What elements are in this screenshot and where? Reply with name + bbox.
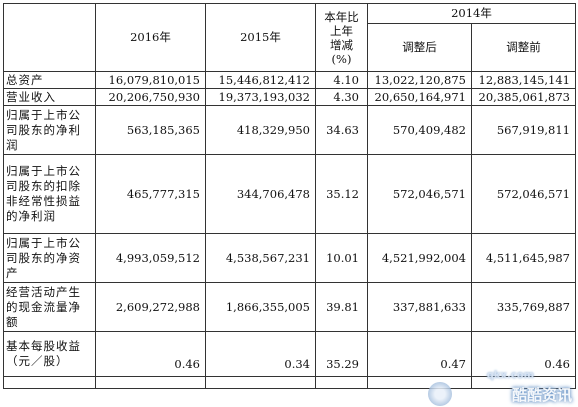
watermark-text: 酷酷资讯	[511, 386, 572, 404]
empty-cell	[471, 376, 576, 389]
value-change: 39.81	[315, 282, 368, 332]
value-2014-before: 20,385,061,873	[471, 88, 576, 106]
header-change: 本年比 上年 增减 (%)	[315, 3, 368, 72]
header-change-line-1: 本年比	[324, 9, 359, 24]
row-label: 基本每股收益（元／股）	[3, 331, 96, 377]
value-2014-after: 20,650,164,971	[367, 88, 472, 106]
header-change-line-4: (%)	[331, 51, 352, 66]
value-2014-after: 337,881,633	[367, 282, 472, 332]
row-label: 营业收入	[3, 88, 96, 106]
empty-cell	[205, 376, 316, 389]
value-2016: 4,993,059,512	[95, 233, 206, 283]
table-row: 总资产 16,079,810,015 15,446,812,412 4.10 1…	[3, 71, 576, 89]
value-change: 34.63	[315, 105, 368, 155]
header-change-line-2: 上年	[330, 23, 353, 38]
empty-cell	[95, 376, 206, 389]
row-label: 归属于上市公司股东的净资产	[3, 233, 96, 283]
value-2014-before: 12,883,145,141	[471, 71, 576, 89]
empty-cell	[315, 376, 368, 389]
value-2016: 20,206,750,930	[95, 88, 206, 106]
table-row: 归属于上市公司股东的净资产 4,993,059,512 4,538,567,23…	[3, 233, 576, 283]
value-2014-after: 4,521,992,004	[367, 233, 472, 283]
value-2015: 1,866,355,005	[205, 282, 316, 332]
value-2014-before: 335,769,887	[471, 282, 576, 332]
value-2016: 563,185,365	[95, 105, 206, 155]
value-2015: 344,706,478	[205, 154, 316, 234]
header-adjusted-before: 调整前	[471, 23, 576, 72]
header-2015: 2015年	[205, 3, 316, 72]
value-2016: 2,609,272,988	[95, 282, 206, 332]
table-row: 基本每股收益（元／股） 0.46 0.34 35.29 0.47 0.46	[3, 331, 576, 377]
value-2015: 4,538,567,231	[205, 233, 316, 283]
value-2016: 0.46	[95, 331, 206, 377]
value-2014-after: 570,409,482	[367, 105, 472, 155]
watermark-logo-icon	[428, 382, 452, 406]
header-blank	[3, 3, 96, 72]
value-2015: 418,329,950	[205, 105, 316, 155]
value-2014-after: 572,046,571	[367, 154, 472, 234]
value-change: 35.29	[315, 331, 368, 377]
value-change: 4.10	[315, 71, 368, 89]
row-label: 归属于上市公司股东的扣除非经常性损益的净利润	[3, 154, 96, 234]
header-2016: 2016年	[95, 3, 206, 72]
table-row-partial	[3, 376, 576, 389]
row-label: 归属于上市公司股东的净利润	[3, 105, 96, 155]
financial-summary-table: 2016年 2015年 本年比 上年 增减 (%) 2014年 调整后 调整前 …	[3, 3, 576, 389]
table-row: 营业收入 20,206,750,930 19,373,193,032 4.30 …	[3, 88, 576, 106]
value-2015: 19,373,193,032	[205, 88, 316, 106]
value-2016: 16,079,810,015	[95, 71, 206, 89]
empty-cell	[3, 376, 96, 389]
value-2015: 15,446,812,412	[205, 71, 316, 89]
header-2014: 2014年	[367, 3, 576, 24]
header-adjusted-after: 调整后	[367, 23, 472, 72]
value-2016: 465,777,315	[95, 154, 206, 234]
value-2014-before: 572,046,571	[471, 154, 576, 234]
header-change-line-3: 增减	[330, 37, 353, 52]
value-2014-after: 0.47	[367, 331, 472, 377]
row-label: 经营活动产生的现金流量净额	[3, 282, 96, 332]
table-row: 归属于上市公司股东的扣除非经常性损益的净利润 465,777,315 344,7…	[3, 154, 576, 234]
value-2014-before: 4,511,645,987	[471, 233, 576, 283]
value-2014-before: 567,919,811	[471, 105, 576, 155]
row-label: 总资产	[3, 71, 96, 89]
value-change: 35.12	[315, 154, 368, 234]
value-change: 4.30	[315, 88, 368, 106]
table-row: 归属于上市公司股东的净利润 563,185,365 418,329,950 34…	[3, 105, 576, 155]
empty-cell	[367, 376, 472, 389]
table-row: 经营活动产生的现金流量净额 2,609,272,988 1,866,355,00…	[3, 282, 576, 332]
value-change: 10.01	[315, 233, 368, 283]
watermark-url: qkx.com	[486, 370, 534, 381]
value-2015: 0.34	[205, 331, 316, 377]
value-2014-after: 13,022,120,875	[367, 71, 472, 89]
